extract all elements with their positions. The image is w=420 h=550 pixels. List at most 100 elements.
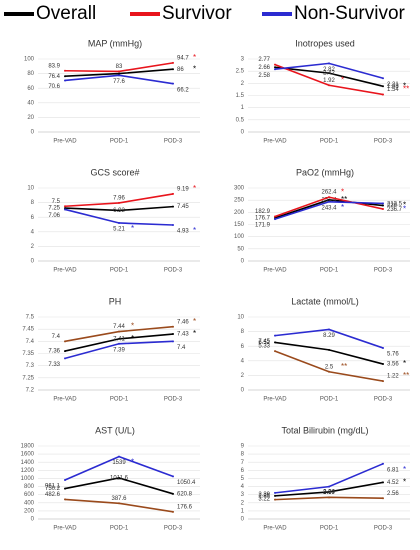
data-label: 83 xyxy=(116,64,123,70)
x-tick-label: POD-3 xyxy=(164,268,183,274)
data-point xyxy=(64,350,66,353)
y-tick-label: 250 xyxy=(234,198,245,204)
y-tick-label: 8 xyxy=(241,452,245,458)
panel: Inotropes used 0 0.5 1 1.5 2 2.5 3 Pre-VAD POD-1 P… xyxy=(236,38,410,145)
chart-title: PH xyxy=(109,296,122,306)
data-label: 77.6 xyxy=(113,79,125,85)
chart-title: PaO2 (mmHg) xyxy=(296,167,354,177)
y-tick-label: 7.3 xyxy=(26,363,35,369)
data-label: 6.52 xyxy=(258,340,270,346)
y-tick-label: 0 xyxy=(241,259,245,265)
x-tick-label: Pre-VAD xyxy=(263,268,287,274)
data-label: 3.99 xyxy=(323,490,335,496)
data-label: 6.81 xyxy=(387,467,399,473)
data-label: 3.56 xyxy=(387,362,399,368)
chart-title: Inotropes used xyxy=(295,38,355,48)
data-point xyxy=(118,221,120,224)
y-tick-label: 1.5 xyxy=(236,93,245,99)
significance-mark: * xyxy=(193,64,196,73)
data-label: 750.2 xyxy=(45,486,61,492)
data-point xyxy=(64,498,66,501)
data-label: 7.36 xyxy=(48,349,60,355)
y-tick-label: 400 xyxy=(24,500,35,506)
x-tick-label: POD-3 xyxy=(164,397,183,403)
x-tick-label: POD-3 xyxy=(164,139,183,145)
data-label: 236.7 xyxy=(387,207,403,213)
data-point xyxy=(382,77,384,80)
data-label: 7.41 xyxy=(113,336,125,342)
y-tick-label: 40 xyxy=(27,100,34,106)
y-tick-label: 7 xyxy=(241,460,245,466)
panel: PaO2 (mmHg) 0 50 100 150 200 250 300 Pre-VAD POD-… xyxy=(234,167,410,274)
data-label: 176.7 xyxy=(255,216,271,222)
legend-label: Overall xyxy=(36,3,96,24)
data-label: 7.45 xyxy=(177,204,189,210)
data-point xyxy=(64,487,66,490)
data-label: 70.6 xyxy=(48,84,60,90)
data-point xyxy=(118,330,120,333)
data-label: 1.22 xyxy=(387,374,399,380)
data-point xyxy=(172,333,174,336)
x-tick-label: POD-3 xyxy=(374,397,393,403)
data-point xyxy=(328,200,330,203)
x-tick-label: POD-3 xyxy=(374,139,393,145)
y-tick-label: 8 xyxy=(241,329,245,335)
significance-mark: * xyxy=(193,226,196,235)
data-point xyxy=(328,84,330,87)
data-label: 9.19 xyxy=(177,186,189,192)
significance-mark: * xyxy=(403,201,406,210)
data-label: 171.9 xyxy=(255,223,271,229)
y-tick-label: 100 xyxy=(234,234,245,240)
y-tick-label: 6 xyxy=(31,215,35,221)
data-label: 2.21 xyxy=(387,82,399,88)
data-point xyxy=(118,72,120,75)
y-tick-label: 8 xyxy=(31,200,35,206)
panel: AST (U/L) 0 200 400 600 800 1000 1200 1400 1600 18… xyxy=(21,425,200,532)
data-point xyxy=(274,63,276,66)
y-tick-label: 3 xyxy=(241,492,245,498)
data-point xyxy=(328,496,330,499)
x-tick-label: Pre-VAD xyxy=(53,268,77,274)
y-tick-label: 7.4 xyxy=(26,339,35,345)
significance-mark: * xyxy=(131,224,134,233)
data-label: 7.5 xyxy=(52,199,61,205)
y-tick-label: 10 xyxy=(237,315,244,321)
data-point xyxy=(118,502,120,505)
x-tick-label: Pre-VAD xyxy=(53,397,77,403)
y-tick-label: 3 xyxy=(241,57,245,63)
data-point xyxy=(172,224,174,227)
data-label: 5.21 xyxy=(113,227,125,233)
data-point xyxy=(382,204,384,207)
data-point xyxy=(274,68,276,71)
data-label: 243.4 xyxy=(321,205,337,211)
y-tick-label: 1800 xyxy=(21,444,35,450)
data-label: 482.6 xyxy=(45,492,61,498)
y-tick-label: 300 xyxy=(234,186,245,192)
significance-mark: ** xyxy=(341,195,347,204)
significance-mark: * xyxy=(131,334,134,343)
data-label: 7.06 xyxy=(48,213,60,219)
y-tick-label: 1 xyxy=(241,508,245,514)
data-point xyxy=(118,455,120,458)
data-label: 7.25 xyxy=(48,206,60,212)
data-label: 1.54 xyxy=(387,87,399,93)
data-label: 2.67 xyxy=(323,490,335,496)
data-point xyxy=(382,202,384,205)
data-point xyxy=(382,497,384,500)
x-tick-label: Pre-VAD xyxy=(53,139,77,145)
y-tick-label: 150 xyxy=(234,222,245,228)
chart-title: MAP (mmHg) xyxy=(88,38,142,48)
x-tick-label: POD-3 xyxy=(374,526,393,532)
y-tick-label: 80 xyxy=(27,71,34,77)
significance-mark: * xyxy=(403,477,406,486)
data-point xyxy=(274,494,276,497)
data-point xyxy=(382,462,384,465)
panel: MAP (mmHg) 0 20 40 60 80 100 Pre-VAD POD-1 POD-3 7… xyxy=(24,38,200,145)
data-point xyxy=(64,207,66,210)
legend-label: Non-Survivor xyxy=(294,3,406,24)
data-point xyxy=(274,491,276,494)
x-tick-label: POD-1 xyxy=(110,268,129,274)
data-label: 387.6 xyxy=(111,496,127,502)
y-tick-label: 7.5 xyxy=(26,315,35,321)
